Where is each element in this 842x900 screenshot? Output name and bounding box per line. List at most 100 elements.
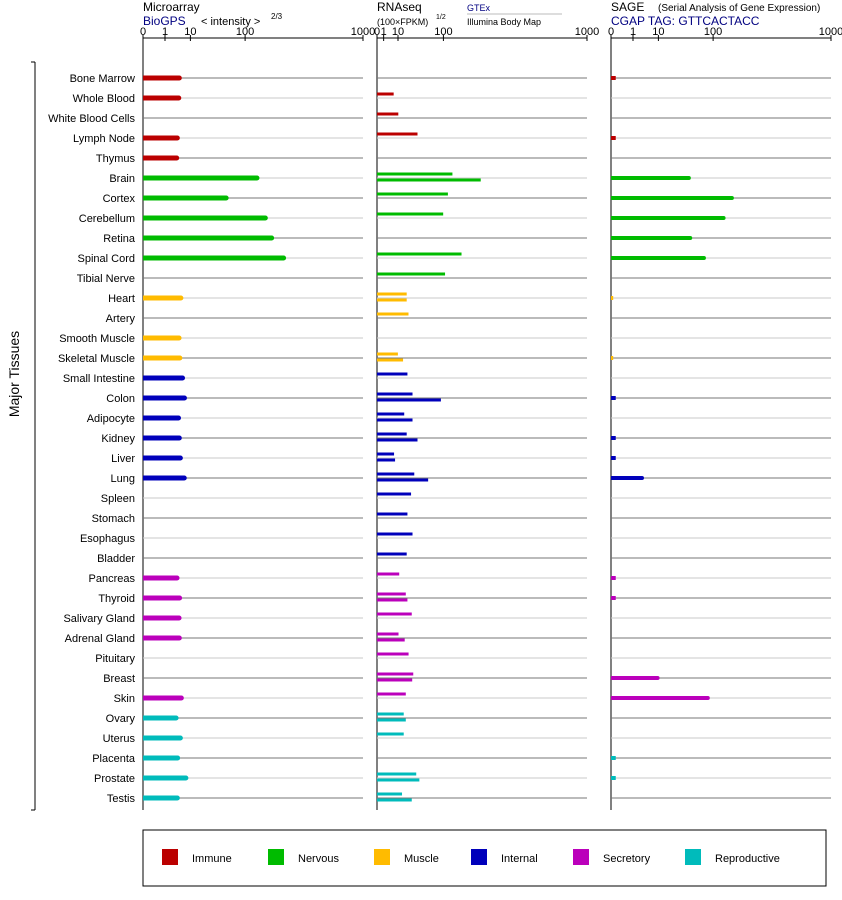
legend-label-nervous: Nervous — [298, 853, 339, 865]
tissue-label: Brain — [109, 173, 135, 185]
tissue-label: Bladder — [97, 553, 135, 565]
sage-bar-cap — [686, 176, 691, 180]
microarray-source: BioGPS — [143, 14, 186, 28]
rnaseq-unit-exp: 1/2 — [436, 14, 446, 21]
microarray-unit: < intensity > — [201, 16, 260, 28]
microarray-bar-cap — [174, 795, 180, 801]
microarray-bar-cap — [176, 635, 182, 641]
microarray-tick-label-1000: 1000 — [351, 26, 375, 38]
microarray-bar-cap — [174, 575, 180, 581]
legend-swatch-immune — [162, 849, 178, 865]
microarray-bar-cap — [178, 695, 184, 701]
microarray-bar-cap — [181, 475, 187, 481]
legend-swatch-internal — [471, 849, 487, 865]
sage-bar-cap — [655, 676, 660, 680]
sage-bar-cap — [705, 696, 710, 700]
microarray-bar-cap — [254, 175, 260, 181]
sage-tick-label-0: 0 — [608, 26, 614, 38]
sage-bar-cap — [721, 216, 726, 220]
tissue-label: Prostate — [94, 773, 135, 785]
sage-bar-cap — [688, 236, 693, 240]
tissue-label: Heart — [108, 293, 135, 305]
tissue-label: White Blood Cells — [48, 113, 135, 125]
rnaseq-tick-label-1: 1 — [381, 26, 387, 38]
rnaseq-tick-label-0: 0 — [374, 26, 380, 38]
legend-label-reproductive: Reproductive — [715, 853, 780, 865]
legend-label-internal: Internal — [501, 853, 538, 865]
tissue-label: Lung — [111, 473, 135, 485]
tissue-label: Ovary — [106, 713, 136, 725]
tissue-label: Lymph Node — [73, 133, 135, 145]
major-tissues-label: Major Tissues — [6, 331, 22, 417]
tissue-label: Spleen — [101, 493, 135, 505]
microarray-bar-cap — [177, 735, 183, 741]
tissue-label: Thyroid — [98, 593, 135, 605]
tissue-label: Whole Blood — [73, 93, 135, 105]
microarray-tick-label-0: 0 — [140, 26, 146, 38]
rnaseq-source-gtex: GTEx — [467, 3, 491, 13]
tissue-label: Artery — [106, 313, 136, 325]
tissue-label: Tibial Nerve — [77, 273, 135, 285]
tissue-label: Adrenal Gland — [65, 633, 135, 645]
microarray-bar-cap — [183, 775, 189, 781]
tissue-label: Skin — [114, 693, 135, 705]
tissue-label: Adipocyte — [87, 413, 135, 425]
microarray-bar-cap — [177, 355, 183, 361]
microarray-bar-cap — [173, 715, 179, 721]
sage-title: SAGE — [611, 0, 644, 14]
sage-tick-label-100: 100 — [704, 26, 722, 38]
legend-label-immune: Immune — [192, 853, 232, 865]
microarray-bar-cap — [181, 395, 187, 401]
microarray-bar-cap — [262, 215, 268, 221]
sage-bar-cap — [701, 256, 706, 260]
tissue-label: Breast — [103, 673, 135, 685]
microarray-bar-cap — [269, 235, 275, 241]
microarray-bar-cap — [177, 455, 183, 461]
legend-label-secretory: Secretory — [603, 853, 651, 865]
rnaseq-tick-label-100: 100 — [434, 26, 452, 38]
sage-tag: CGAP TAG: GTTCACTACC — [611, 14, 760, 28]
tissue-label: Cerebellum — [79, 213, 135, 225]
sage-bar-cap — [640, 476, 645, 480]
rnaseq-title: RNAseq — [377, 0, 422, 14]
microarray-bar-cap — [174, 155, 180, 161]
sage-subtitle: (Serial Analysis of Gene Expression) — [658, 3, 820, 14]
tissue-label: Kidney — [101, 433, 135, 445]
tissue-label: Bone Marrow — [70, 73, 135, 85]
tissue-label: Pancreas — [89, 573, 136, 585]
microarray-bar-cap — [281, 255, 287, 261]
tissue-label: Smooth Muscle — [59, 333, 135, 345]
microarray-tick-label-10: 10 — [184, 26, 196, 38]
sage-tick-label-1000: 1000 — [819, 26, 842, 38]
tissue-label: Thymus — [96, 153, 136, 165]
legend-swatch-secretory — [573, 849, 589, 865]
microarray-title: Microarray — [143, 0, 200, 14]
microarray-bar-cap — [174, 135, 180, 141]
tissue-label: Small Intestine — [63, 373, 135, 385]
tissue-label: Retina — [103, 233, 136, 245]
tissue-label: Liver — [111, 453, 135, 465]
rnaseq-tick-label-1000: 1000 — [575, 26, 599, 38]
microarray-unit-exp: 2/3 — [271, 12, 283, 21]
tissue-label: Esophagus — [80, 533, 136, 545]
legend-label-muscle: Muscle — [404, 853, 439, 865]
microarray-bar-cap — [223, 195, 229, 201]
microarray-tick-label-1: 1 — [162, 26, 168, 38]
tissue-label: Stomach — [92, 513, 135, 525]
tissue-label: Uterus — [103, 733, 136, 745]
microarray-tick-label-100: 100 — [236, 26, 254, 38]
sage-bar-cap — [729, 196, 734, 200]
microarray-bar-cap — [176, 335, 182, 341]
tissue-label: Pituitary — [95, 653, 135, 665]
rnaseq-unit: (100×FPKM) — [377, 17, 428, 27]
tissue-label: Placenta — [92, 753, 136, 765]
tissue-label: Cortex — [103, 193, 136, 205]
microarray-bar-cap — [176, 75, 182, 81]
microarray-bar-cap — [177, 595, 183, 601]
tissue-label: Salivary Gland — [63, 613, 135, 625]
microarray-bar-cap — [175, 755, 181, 761]
microarray-bar-cap — [178, 295, 184, 301]
major-tissues-axis: Major Tissues — [6, 61, 36, 811]
